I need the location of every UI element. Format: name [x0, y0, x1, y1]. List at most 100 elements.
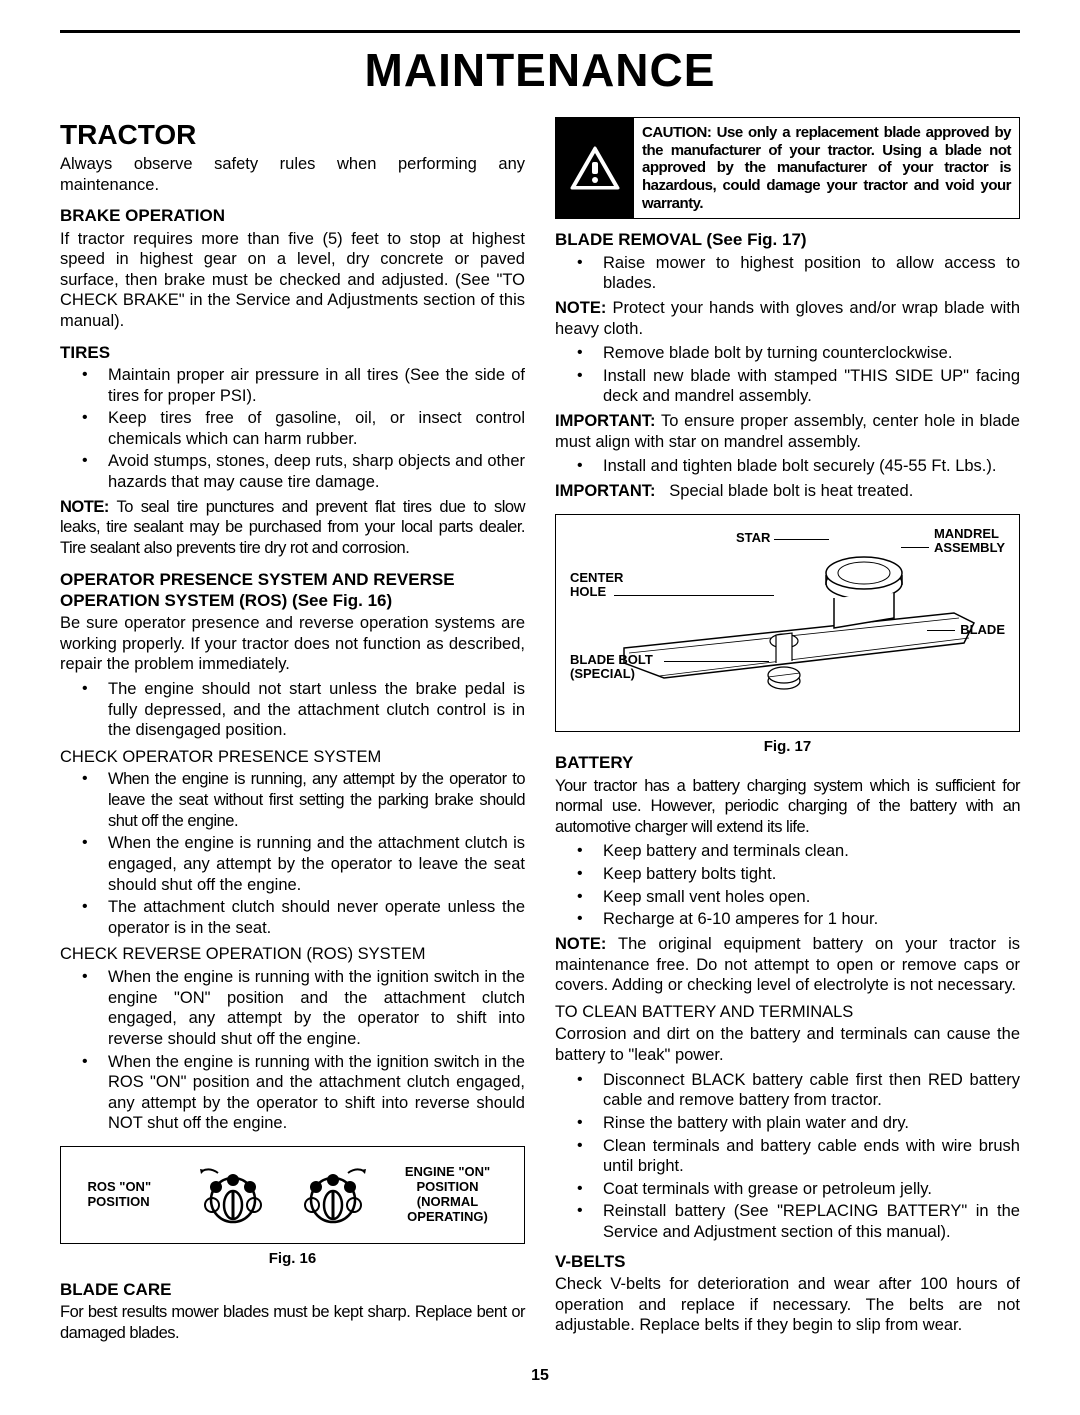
figure-17-box: STAR MANDREL ASSEMBLY CENTER HOLE BLADE	[555, 514, 1020, 732]
label-line: MANDREL	[934, 526, 999, 541]
vbelts-body: Check V-belts for deterioration and wear…	[555, 1274, 1020, 1336]
clean-battery-heading: TO CLEAN BATTERY AND TERMINALS	[555, 1002, 1020, 1023]
list-item: Install new blade with stamped "THIS SID…	[603, 366, 1020, 407]
blade-removal-list-1: Raise mower to highest position to allow…	[555, 253, 1020, 294]
caution-label: CAUTION:	[642, 124, 711, 141]
label-line: CENTER	[570, 570, 623, 585]
list-item: When the engine is running and the attac…	[108, 833, 525, 895]
blade-removal-list-3: Install and tighten blade bolt securely …	[555, 456, 1020, 477]
note-text: To seal tire punctures and prevent flat …	[60, 498, 525, 557]
blade-removal-imp1: IMPORTANT: To ensure proper assembly, ce…	[555, 411, 1020, 452]
list-item: Disconnect BLACK battery cable first the…	[603, 1070, 1020, 1111]
blade-removal-note1: NOTE: Protect your hands with gloves and…	[555, 298, 1020, 339]
important-label: IMPORTANT:	[555, 482, 656, 500]
list-item: Install and tighten blade bolt securely …	[603, 456, 1020, 477]
list-item: When the engine is running with the igni…	[108, 967, 525, 1050]
page-title: MAINTENANCE	[60, 43, 1020, 97]
label-line: ENGINE "ON"	[405, 1164, 490, 1179]
figure-17-content: STAR MANDREL ASSEMBLY CENTER HOLE BLADE	[564, 523, 1011, 723]
vbelts-heading: V-BELTS	[555, 1251, 1020, 1272]
important-text: Special blade bolt is heat treated.	[669, 482, 913, 500]
label-line: (NORMAL	[417, 1194, 478, 1209]
brake-body: If tractor requires more than five (5) f…	[60, 229, 525, 332]
figure-16-content: ROS "ON" POSITION	[69, 1155, 516, 1235]
ops-list-3: When the engine is running with the igni…	[60, 967, 525, 1134]
list-item: The attachment clutch should never opera…	[108, 897, 525, 938]
list-item: Maintain proper air pressure in all tire…	[108, 365, 525, 406]
caution-box: CAUTION: Use only a replacement blade ap…	[555, 117, 1020, 219]
list-item: Keep tires free of gasoline, oil, or ins…	[108, 408, 525, 449]
callout-line	[927, 630, 955, 631]
right-column: CAUTION: Use only a replacement blade ap…	[555, 117, 1020, 1347]
tractor-heading: TRACTOR	[60, 117, 525, 152]
callout-line	[614, 595, 774, 596]
list-item: Coat terminals with grease or petroleum …	[603, 1179, 1020, 1200]
ops-list-2: When the engine is running, any attempt …	[60, 769, 525, 938]
ignition-switch-icon	[298, 1165, 368, 1225]
ignition-switch-icon	[198, 1165, 268, 1225]
callout-line	[901, 547, 929, 548]
blade-care-heading: BLADE CARE	[60, 1279, 525, 1300]
ops-intro: Be sure operator presence and reverse op…	[60, 613, 525, 675]
battery-note: NOTE: The original equipment battery on …	[555, 934, 1020, 996]
list-item: Raise mower to highest position to allow…	[603, 253, 1020, 294]
battery-list-1: Keep battery and terminals clean. Keep b…	[555, 841, 1020, 930]
callout-line	[774, 539, 829, 540]
ops-heading: OPERATOR PRESENCE SYSTEM AND REVERSE OPE…	[60, 569, 525, 612]
battery-list-2: Disconnect BLACK battery cable first the…	[555, 1070, 1020, 1243]
label-line: ROS "ON"	[88, 1179, 152, 1194]
list-item: When the engine is running with the igni…	[108, 1052, 525, 1135]
tires-heading: TIRES	[60, 342, 525, 363]
list-item: Clean terminals and battery cable ends w…	[603, 1136, 1020, 1177]
list-item: Keep battery and terminals clean.	[603, 841, 1020, 862]
note-label: NOTE:	[555, 935, 606, 953]
fig16-right-label: ENGINE "ON" POSITION (NORMAL OPERATING)	[398, 1165, 498, 1225]
column-layout: TRACTOR Always observe safety rules when…	[60, 117, 1020, 1347]
figure-16-box: ROS "ON" POSITION	[60, 1146, 525, 1244]
top-rule	[60, 30, 1020, 33]
page-number: 15	[60, 1367, 1020, 1385]
list-item: Reinstall battery (See "REPLACING BATTER…	[603, 1201, 1020, 1242]
tires-note: NOTE: To seal tire punctures and prevent…	[60, 497, 525, 559]
tires-list: Maintain proper air pressure in all tire…	[60, 365, 525, 493]
list-item: Rinse the battery with plain water and d…	[603, 1113, 1020, 1134]
blade-removal-imp2: IMPORTANT: Special blade bolt is heat tr…	[555, 481, 1020, 502]
list-item: Keep battery bolts tight.	[603, 864, 1020, 885]
fig16-left-label: ROS "ON" POSITION	[88, 1180, 168, 1210]
tractor-intro: Always observe safety rules when perform…	[60, 154, 525, 195]
important-label: IMPORTANT:	[555, 412, 656, 430]
label-line: ASSEMBLY	[934, 540, 1005, 555]
label-line: OPERATING)	[407, 1209, 488, 1224]
fig17-bolt-label: BLADE BOLT (SPECIAL)	[570, 653, 653, 682]
blade-care-body: For best results mower blades must be ke…	[60, 1302, 525, 1343]
blade-diagram-icon	[604, 553, 1004, 723]
list-item: Remove blade bolt by turning countercloc…	[603, 343, 1020, 364]
callout-line	[664, 661, 769, 662]
label-line: HOLE	[570, 584, 606, 599]
blade-removal-list-2: Remove blade bolt by turning countercloc…	[555, 343, 1020, 407]
label-line: POSITION	[88, 1194, 150, 1209]
fig17-blade-label: BLADE	[960, 623, 1005, 637]
caution-text: CAUTION: Use only a replacement blade ap…	[634, 118, 1019, 218]
check-ops-heading: CHECK OPERATOR PRESENCE SYSTEM	[60, 747, 525, 768]
page: MAINTENANCE TRACTOR Always observe safet…	[0, 0, 1080, 1415]
label-line: BLADE BOLT	[570, 652, 653, 667]
note-label: NOTE:	[555, 299, 606, 317]
list-item: Recharge at 6-10 amperes for 1 hour.	[603, 909, 1020, 930]
note-label: NOTE:	[60, 498, 109, 516]
check-ros-heading: CHECK REVERSE OPERATION (ROS) SYSTEM	[60, 944, 525, 965]
list-item: When the engine is running, any attempt …	[108, 769, 525, 831]
note-text: Protect your hands with gloves and/or wr…	[555, 299, 1020, 338]
warning-icon	[556, 118, 634, 218]
clean-battery-intro: Corrosion and dirt on the battery and te…	[555, 1024, 1020, 1065]
note-text: The original equipment battery on your t…	[555, 935, 1020, 994]
list-item: Keep small vent holes open.	[603, 887, 1020, 908]
brake-heading: BRAKE OPERATION	[60, 205, 525, 226]
left-column: TRACTOR Always observe safety rules when…	[60, 117, 525, 1347]
fig16-caption: Fig. 16	[60, 1250, 525, 1269]
ops-list-1: The engine should not start unless the b…	[60, 679, 525, 741]
list-item: Avoid stumps, stones, deep ruts, sharp o…	[108, 451, 525, 492]
label-line: (SPECIAL)	[570, 666, 635, 681]
fig17-star-label: STAR	[736, 531, 770, 545]
list-item: The engine should not start unless the b…	[108, 679, 525, 741]
